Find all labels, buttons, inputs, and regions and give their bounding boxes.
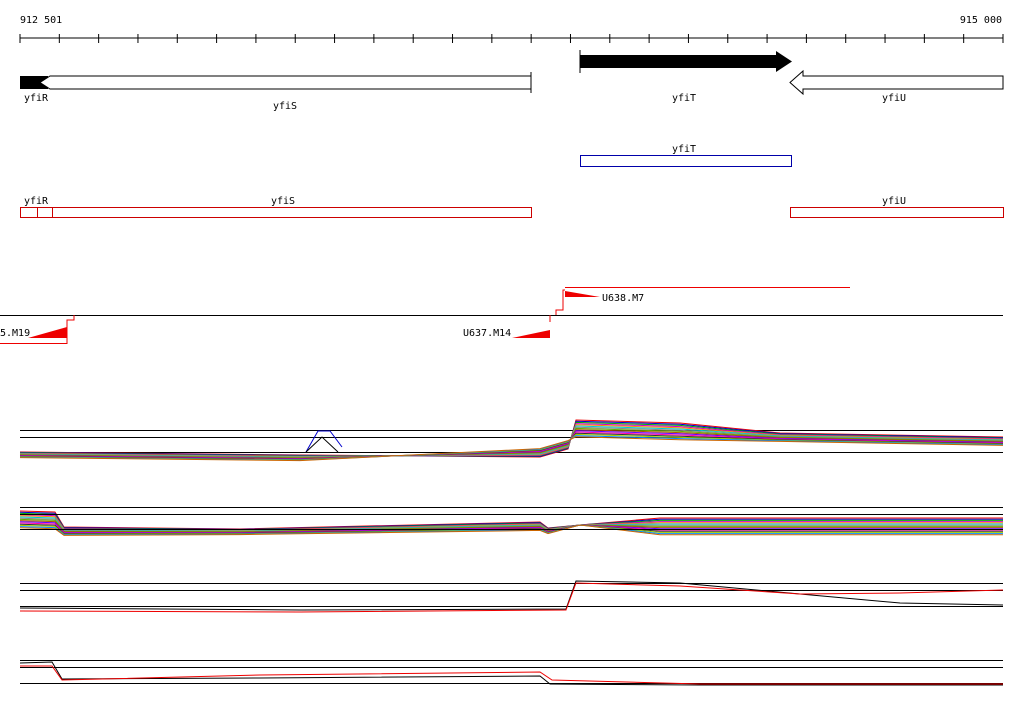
profile-line	[19, 520, 1003, 533]
profile-line	[19, 436, 1004, 462]
feature-label: yfiT	[672, 144, 696, 155]
gene-yfir	[20, 76, 48, 89]
probe-label: U638.M7	[602, 293, 644, 304]
profile-line	[19, 510, 1003, 530]
profile-line	[19, 522, 1003, 534]
probe-step	[555, 289, 565, 315]
profile-line	[19, 517, 1003, 532]
gene-label: yfiS	[273, 101, 297, 112]
ruler-start: 912 501	[20, 15, 62, 26]
probe-label: U637.M14	[463, 328, 511, 339]
red-feature	[20, 207, 532, 218]
profile-line	[305, 430, 343, 453]
profile-line	[305, 436, 339, 453]
profile-line	[19, 511, 1003, 530]
gene-yfiu	[789, 69, 1004, 96]
blue-track: yfiT	[580, 144, 792, 167]
profile-line	[19, 516, 1003, 532]
probe-mark	[28, 327, 67, 338]
red-track: yfiR yfiS yfiU	[20, 196, 1004, 218]
probe-step	[0, 315, 75, 344]
gene-yfit	[580, 51, 792, 72]
gene-yfis	[39, 75, 532, 90]
profile-line	[19, 580, 1004, 611]
ruler-end: 915 000	[960, 15, 1002, 26]
gene-track: yfiR yfiS yfiT yfiU	[20, 50, 1004, 112]
probe-mark	[512, 330, 550, 338]
profile-line	[19, 582, 1004, 613]
profile-line	[19, 521, 1003, 534]
profile-line	[19, 661, 1003, 686]
feature-label: yfiU	[882, 196, 906, 207]
gene-label: yfiR	[24, 93, 49, 104]
profile-line	[19, 514, 1003, 531]
probe-mark	[565, 291, 600, 297]
profile-line	[19, 518, 1003, 533]
ruler: 912 501 915 000	[19, 15, 1004, 43]
expression-tracks	[19, 419, 1004, 686]
feature-label: yfiS	[271, 196, 295, 207]
probe-track: U638.M7 U637.M14 5.M19	[0, 287, 1003, 344]
feature-label: yfiR	[24, 196, 49, 207]
gene-label: yfiT	[672, 93, 696, 104]
profile-line	[19, 524, 1003, 536]
probe-label: 5.M19	[0, 328, 30, 339]
blue-feature	[580, 155, 792, 167]
profile-line	[20, 665, 1003, 685]
red-feature	[790, 207, 1004, 218]
gene-label: yfiU	[882, 93, 906, 104]
profile-line	[19, 515, 1003, 532]
profile-line	[19, 512, 1003, 531]
